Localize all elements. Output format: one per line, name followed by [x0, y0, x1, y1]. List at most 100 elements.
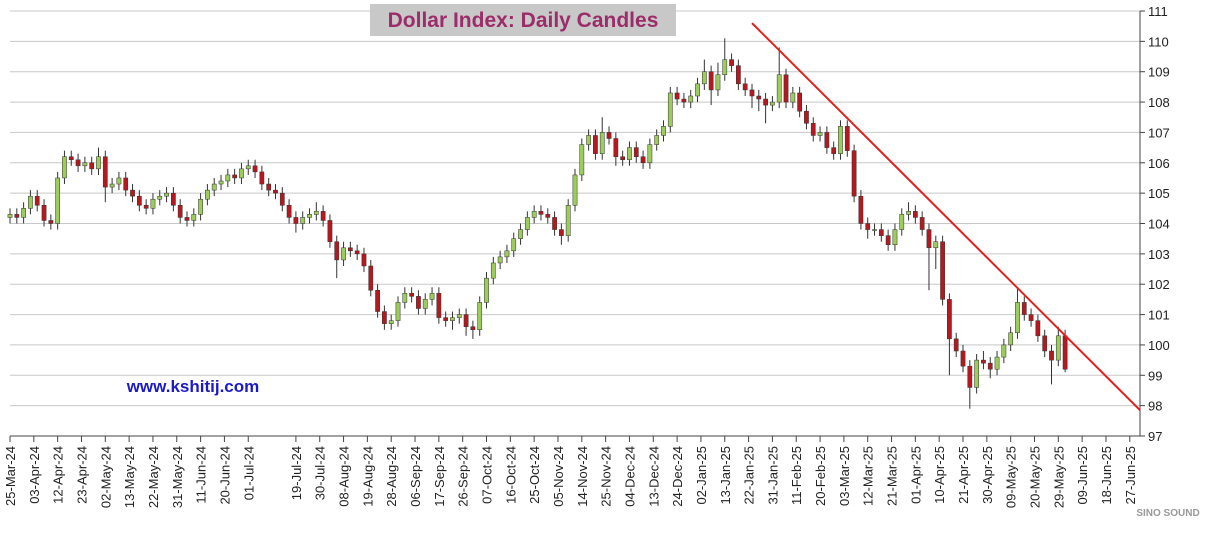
x-tick-label: 29-May-25 — [1051, 446, 1066, 508]
x-tick-label: 03-Apr-24 — [27, 446, 42, 504]
x-tick-label: 02-Jan-25 — [694, 446, 709, 505]
candle-body — [654, 135, 660, 145]
x-tick-label: 25-Mar-24 — [3, 446, 18, 506]
candle-body — [844, 126, 850, 151]
candle-body — [674, 92, 680, 100]
candle-body — [572, 174, 578, 206]
candle-body — [123, 177, 129, 191]
candle-body — [191, 214, 197, 221]
candle-body — [708, 71, 714, 91]
candle-body — [313, 211, 319, 215]
candle-body — [382, 311, 387, 324]
candle-body — [627, 147, 632, 161]
candle-body — [960, 350, 966, 367]
x-tick-label: 11-Jun-24 — [194, 446, 209, 504]
x-tick-label: 14-Nov-24 — [575, 446, 590, 507]
x-tick-label: 22-May-24 — [146, 446, 161, 508]
candle-body — [906, 211, 911, 215]
candle-body — [48, 220, 54, 224]
x-tick-label: 20-Feb-25 — [813, 446, 828, 506]
candle-body — [545, 214, 551, 218]
candle-body — [824, 132, 830, 148]
candle-body — [21, 208, 26, 218]
candle-body — [1062, 335, 1068, 370]
candle-body — [14, 214, 20, 218]
candle-body — [470, 326, 476, 331]
y-tick-label: 109 — [1148, 65, 1170, 80]
candle-body — [715, 74, 721, 91]
x-tick-label: 20-Jun-24 — [217, 446, 232, 505]
y-tick-label: 102 — [1148, 277, 1170, 292]
candle-body — [300, 217, 306, 224]
x-tick-label: 03-Mar-25 — [837, 446, 852, 506]
x-tick-label: 13-Dec-24 — [646, 446, 661, 507]
x-tick-label: 30-Jul-24 — [313, 446, 328, 500]
candle-body — [361, 253, 367, 267]
candle-body — [157, 195, 163, 200]
x-tick-label: 31-Jan-25 — [765, 446, 780, 505]
x-tick-label: 07-Oct-24 — [480, 446, 495, 504]
x-tick-label: 09-May-25 — [1004, 446, 1019, 508]
x-tick-label: 05-Nov-24 — [551, 446, 566, 507]
candle-body — [831, 147, 837, 154]
candle-body — [1049, 350, 1054, 361]
candle-body — [89, 162, 95, 170]
candle-body — [878, 229, 884, 236]
candle-body — [559, 229, 564, 236]
candle-body — [640, 156, 646, 164]
candle-body — [422, 299, 428, 309]
candle-body — [266, 183, 272, 191]
candle-body — [981, 359, 986, 364]
candle-body — [450, 317, 455, 321]
candle-body — [742, 83, 748, 91]
candle-body — [817, 132, 823, 136]
candle-body — [429, 293, 435, 300]
x-tick-label: 01-Apr-25 — [908, 446, 923, 504]
candle-body — [926, 229, 932, 249]
candle-body — [633, 147, 639, 157]
candle-body — [171, 192, 176, 206]
candle-body — [68, 156, 74, 160]
y-tick-label: 110 — [1148, 34, 1169, 49]
candle-body — [661, 126, 666, 136]
candle-body — [620, 156, 626, 160]
candle-body — [919, 217, 925, 230]
candle-body — [34, 195, 40, 206]
x-tick-label: 25-Oct-24 — [527, 446, 542, 504]
candle-body — [497, 256, 503, 264]
candle-body — [511, 238, 517, 252]
candle-body — [225, 174, 231, 182]
candle-body — [41, 205, 47, 221]
y-tick-label: 108 — [1148, 95, 1170, 110]
x-tick-label: 18-Jun-25 — [1099, 446, 1114, 505]
x-tick-label: 13-May-24 — [122, 446, 137, 508]
x-tick-label: 21-Apr-25 — [956, 446, 971, 504]
candle-body — [1055, 335, 1061, 361]
candle-body — [810, 123, 816, 136]
candle-body — [518, 229, 523, 239]
candle-body — [872, 229, 877, 231]
x-tick-label: 22-Jan-25 — [742, 446, 757, 505]
candle-body — [286, 205, 292, 218]
candle-body — [1042, 335, 1048, 352]
candle-body — [232, 174, 237, 179]
candle-body — [463, 314, 469, 327]
y-tick-label: 106 — [1148, 156, 1170, 171]
candle-body — [279, 192, 285, 206]
x-tick-label: 19-Jul-24 — [289, 446, 304, 500]
candle-body — [136, 195, 142, 206]
candle-body — [967, 365, 973, 388]
x-tick-label: 08-Aug-24 — [337, 446, 352, 507]
candle-body — [804, 110, 809, 124]
x-tick-label: 09-Jun-25 — [1075, 446, 1090, 505]
x-tick-label: 25-Nov-24 — [599, 446, 614, 507]
candle-body — [150, 198, 156, 209]
y-tick-label: 105 — [1148, 186, 1170, 201]
candle-body — [218, 180, 224, 185]
x-tick-label: 04-Dec-24 — [622, 446, 637, 507]
candle-body — [436, 293, 442, 318]
x-tick-label: 27-Jun-25 — [1123, 446, 1138, 505]
candle-body — [899, 214, 905, 230]
candle-body — [259, 171, 265, 185]
candle-body — [293, 217, 299, 224]
